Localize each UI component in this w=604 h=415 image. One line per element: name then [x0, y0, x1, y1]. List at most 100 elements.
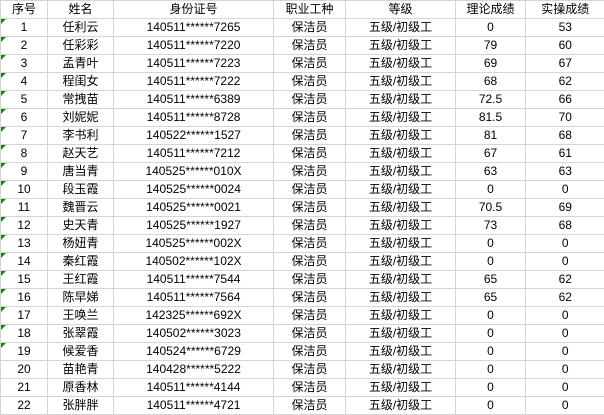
- cell-level[interactable]: 五级/初级工: [345, 180, 456, 199]
- cell-practical[interactable]: 0: [525, 234, 604, 253]
- cell-job[interactable]: 保洁员: [273, 378, 346, 397]
- cell-seq[interactable]: 19: [0, 342, 48, 361]
- cell-name[interactable]: 张翠霞: [47, 324, 114, 343]
- cell-theory[interactable]: 81.5: [455, 108, 526, 127]
- cell-name[interactable]: 原香林: [47, 378, 114, 397]
- cell-seq[interactable]: 22: [0, 396, 48, 415]
- cell-level[interactable]: 五级/初级工: [345, 378, 456, 397]
- cell-name[interactable]: 程闺女: [47, 72, 114, 91]
- cell-id[interactable]: 140511******7212: [113, 144, 274, 163]
- cell-practical[interactable]: 0: [525, 396, 604, 415]
- cell-level[interactable]: 五级/初级工: [345, 306, 456, 325]
- cell-theory[interactable]: 72.5: [455, 90, 526, 109]
- cell-theory[interactable]: 0: [455, 306, 526, 325]
- cell-practical[interactable]: 62: [525, 288, 604, 307]
- cell-name[interactable]: 杨妞青: [47, 234, 114, 253]
- cell-seq[interactable]: 2: [0, 36, 48, 55]
- cell-id[interactable]: 140525******002X: [113, 234, 274, 253]
- cell-name[interactable]: 唐当青: [47, 162, 114, 181]
- cell-name[interactable]: 候爱香: [47, 342, 114, 361]
- cell-name[interactable]: 苗艳青: [47, 360, 114, 379]
- cell-level[interactable]: 五级/初级工: [345, 108, 456, 127]
- cell-level[interactable]: 五级/初级工: [345, 90, 456, 109]
- cell-practical[interactable]: 66: [525, 90, 604, 109]
- cell-id[interactable]: 140511******6389: [113, 90, 274, 109]
- cell-theory[interactable]: 0: [455, 18, 526, 37]
- header-practical-score[interactable]: 实操成绩: [525, 0, 604, 19]
- cell-job[interactable]: 保洁员: [273, 108, 346, 127]
- cell-seq[interactable]: 5: [0, 90, 48, 109]
- cell-id[interactable]: 140511******7265: [113, 18, 274, 37]
- cell-theory[interactable]: 68: [455, 72, 526, 91]
- cell-seq[interactable]: 7: [0, 126, 48, 145]
- cell-theory[interactable]: 69: [455, 54, 526, 73]
- cell-job[interactable]: 保洁员: [273, 270, 346, 289]
- cell-practical[interactable]: 0: [525, 306, 604, 325]
- cell-seq[interactable]: 20: [0, 360, 48, 379]
- cell-seq[interactable]: 9: [0, 162, 48, 181]
- cell-job[interactable]: 保洁员: [273, 162, 346, 181]
- cell-id[interactable]: 140511******7222: [113, 72, 274, 91]
- cell-id[interactable]: 140511******4721: [113, 396, 274, 415]
- cell-name[interactable]: 任彩彩: [47, 36, 114, 55]
- cell-id[interactable]: 140511******8728: [113, 108, 274, 127]
- cell-theory[interactable]: 0: [455, 252, 526, 271]
- cell-job[interactable]: 保洁员: [273, 324, 346, 343]
- cell-name[interactable]: 赵天艺: [47, 144, 114, 163]
- cell-practical[interactable]: 63: [525, 162, 604, 181]
- cell-level[interactable]: 五级/初级工: [345, 342, 456, 361]
- cell-job[interactable]: 保洁员: [273, 126, 346, 145]
- cell-theory[interactable]: 0: [455, 234, 526, 253]
- cell-practical[interactable]: 0: [525, 378, 604, 397]
- cell-theory[interactable]: 0: [455, 180, 526, 199]
- cell-job[interactable]: 保洁员: [273, 18, 346, 37]
- cell-seq[interactable]: 4: [0, 72, 48, 91]
- cell-job[interactable]: 保洁员: [273, 288, 346, 307]
- cell-theory[interactable]: 63: [455, 162, 526, 181]
- cell-id[interactable]: 140428******5222: [113, 360, 274, 379]
- cell-level[interactable]: 五级/初级工: [345, 72, 456, 91]
- cell-id[interactable]: 140502******102X: [113, 252, 274, 271]
- cell-id[interactable]: 140511******4144: [113, 378, 274, 397]
- cell-seq[interactable]: 1: [0, 18, 48, 37]
- cell-job[interactable]: 保洁员: [273, 90, 346, 109]
- cell-practical[interactable]: 0: [525, 324, 604, 343]
- cell-level[interactable]: 五级/初级工: [345, 18, 456, 37]
- header-id-number[interactable]: 身份证号: [113, 0, 274, 19]
- cell-level[interactable]: 五级/初级工: [345, 234, 456, 253]
- cell-practical[interactable]: 0: [525, 252, 604, 271]
- cell-practical[interactable]: 60: [525, 36, 604, 55]
- header-occupation[interactable]: 职业工种: [273, 0, 346, 19]
- cell-id[interactable]: 140502******3023: [113, 324, 274, 343]
- cell-level[interactable]: 五级/初级工: [345, 36, 456, 55]
- cell-practical[interactable]: 0: [525, 342, 604, 361]
- cell-id[interactable]: 140525******0024: [113, 180, 274, 199]
- cell-name[interactable]: 张胖胖: [47, 396, 114, 415]
- header-seq[interactable]: 序号: [0, 0, 48, 19]
- cell-id[interactable]: 140511******7564: [113, 288, 274, 307]
- cell-theory[interactable]: 65: [455, 270, 526, 289]
- cell-level[interactable]: 五级/初级工: [345, 126, 456, 145]
- cell-practical[interactable]: 68: [525, 126, 604, 145]
- cell-name[interactable]: 常拽苗: [47, 90, 114, 109]
- cell-seq[interactable]: 8: [0, 144, 48, 163]
- cell-name[interactable]: 段玉霞: [47, 180, 114, 199]
- cell-name[interactable]: 任利云: [47, 18, 114, 37]
- cell-seq[interactable]: 16: [0, 288, 48, 307]
- cell-practical[interactable]: 68: [525, 216, 604, 235]
- cell-level[interactable]: 五级/初级工: [345, 270, 456, 289]
- cell-practical[interactable]: 0: [525, 360, 604, 379]
- cell-theory[interactable]: 0: [455, 378, 526, 397]
- cell-id[interactable]: 140511******7220: [113, 36, 274, 55]
- cell-level[interactable]: 五级/初级工: [345, 360, 456, 379]
- cell-job[interactable]: 保洁员: [273, 342, 346, 361]
- cell-theory[interactable]: 0: [455, 342, 526, 361]
- cell-theory[interactable]: 79: [455, 36, 526, 55]
- cell-level[interactable]: 五级/初级工: [345, 252, 456, 271]
- cell-theory[interactable]: 0: [455, 360, 526, 379]
- cell-id[interactable]: 140511******7223: [113, 54, 274, 73]
- cell-name[interactable]: 刘妮妮: [47, 108, 114, 127]
- cell-id[interactable]: 140522******1527: [113, 126, 274, 145]
- cell-job[interactable]: 保洁员: [273, 234, 346, 253]
- cell-name[interactable]: 孟青叶: [47, 54, 114, 73]
